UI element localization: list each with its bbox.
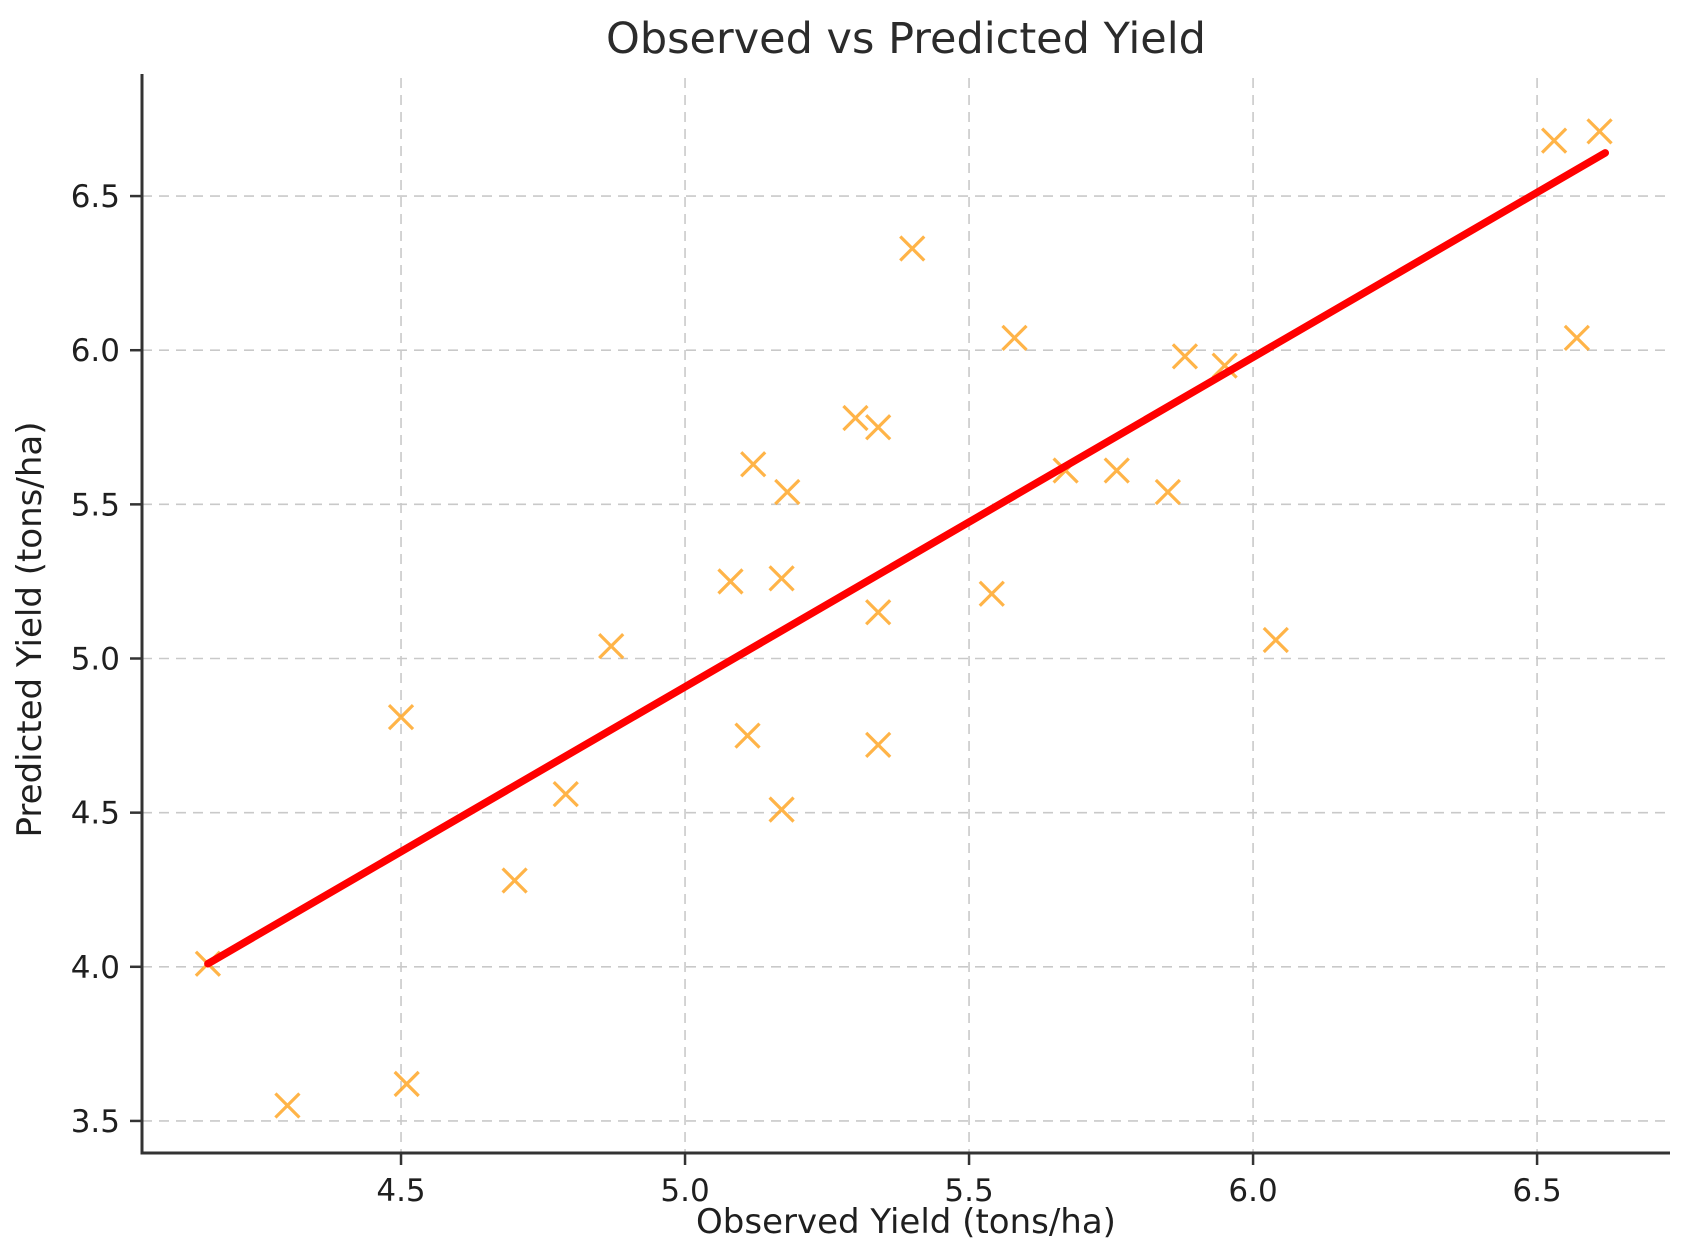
y-tick-label: 3.5 <box>71 1104 120 1140</box>
data-point-marker <box>393 1070 420 1098</box>
y-tick-label: 4.5 <box>71 796 120 832</box>
y-tick-label: 6.0 <box>71 333 120 369</box>
chart-title: Observed vs Predicted Yield <box>606 14 1206 64</box>
data-point-marker <box>501 867 528 894</box>
data-point-marker <box>1171 343 1199 370</box>
x-tick-label: 5.5 <box>944 1173 993 1209</box>
data-point-marker <box>274 1092 301 1119</box>
regression-line <box>204 149 1609 968</box>
data-point-marker <box>978 580 1005 607</box>
data-point-marker <box>865 414 892 441</box>
data-point-marker <box>899 235 926 262</box>
x-tick-label: 6.0 <box>1228 1173 1277 1209</box>
data-point-marker <box>717 568 744 595</box>
data-point-marker <box>387 703 415 731</box>
data-point-marker <box>1211 352 1238 379</box>
data-point-marker <box>552 781 579 808</box>
x-tick-label: 6.5 <box>1512 1173 1561 1209</box>
data-point-marker <box>1540 127 1568 154</box>
y-tick-label: 5.0 <box>71 642 120 678</box>
y-tick-label: 4.0 <box>71 950 120 986</box>
data-point-marker <box>1262 626 1289 654</box>
data-point-marker <box>1563 324 1590 352</box>
data-point-marker <box>1154 478 1181 506</box>
data-point-marker <box>768 796 795 823</box>
data-point-marker <box>865 731 892 758</box>
data-point-marker <box>842 404 869 432</box>
data-point-marker <box>740 451 767 478</box>
data-point-marker <box>598 633 625 660</box>
data-point-marker <box>768 565 795 592</box>
y-tick-label: 6.5 <box>71 179 120 215</box>
data-point-marker <box>865 599 892 626</box>
data-point-marker <box>774 478 801 506</box>
x-tick-label: 4.5 <box>376 1173 425 1209</box>
data-point-marker <box>1586 118 1613 145</box>
x-axis-label: Observed Yield (tons/ha) <box>696 1202 1116 1242</box>
data-point-marker <box>734 722 761 749</box>
data-point-marker <box>1103 457 1130 484</box>
data-point-marker <box>1001 324 1028 352</box>
y-tick-label: 5.5 <box>71 487 120 523</box>
y-axis-label: Predicted Yield (tons/ha) <box>10 421 50 838</box>
x-tick-label: 5.0 <box>660 1173 709 1209</box>
